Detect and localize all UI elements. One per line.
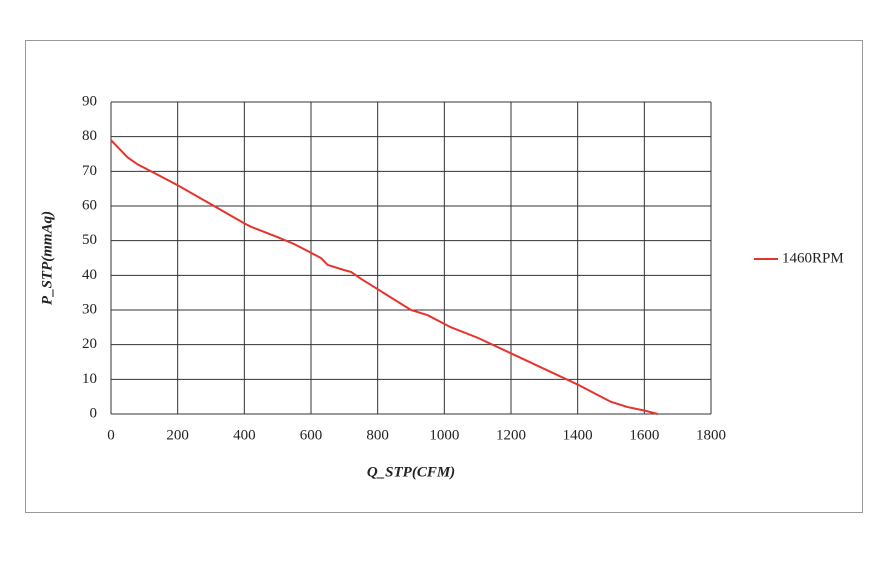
y-tick-label: 70 bbox=[82, 163, 97, 179]
x-tick-label: 1200 bbox=[496, 427, 526, 443]
x-tick-label: 800 bbox=[366, 427, 389, 443]
x-tick-label: 200 bbox=[166, 427, 189, 443]
y-tick-label: 20 bbox=[82, 336, 97, 352]
x-tick-label: 1000 bbox=[429, 427, 459, 443]
y-axis-label: P_STP(mmAq) bbox=[39, 211, 55, 305]
y-tick-label: 30 bbox=[82, 301, 97, 317]
x-tick-label: 0 bbox=[107, 427, 115, 443]
x-tick-label: 1400 bbox=[563, 427, 593, 443]
y-tick-label: 40 bbox=[82, 267, 97, 283]
x-tick-label: 600 bbox=[300, 427, 323, 443]
y-tick-label: 90 bbox=[82, 93, 97, 109]
x-tick-label: 1800 bbox=[696, 427, 726, 443]
y-tick-label: 0 bbox=[90, 405, 98, 421]
y-tick-label: 60 bbox=[82, 197, 97, 213]
x-tick-label: 400 bbox=[233, 427, 256, 443]
x-axis-label: Q_STP(CFM) bbox=[367, 464, 455, 480]
data-line bbox=[110, 139, 658, 415]
y-tick-label: 80 bbox=[82, 128, 97, 144]
y-tick-label: 10 bbox=[82, 371, 97, 387]
x-tick-label: 1600 bbox=[629, 427, 659, 443]
y-tick-label: 50 bbox=[82, 232, 97, 248]
legend-label: 1460RPM bbox=[782, 250, 844, 266]
